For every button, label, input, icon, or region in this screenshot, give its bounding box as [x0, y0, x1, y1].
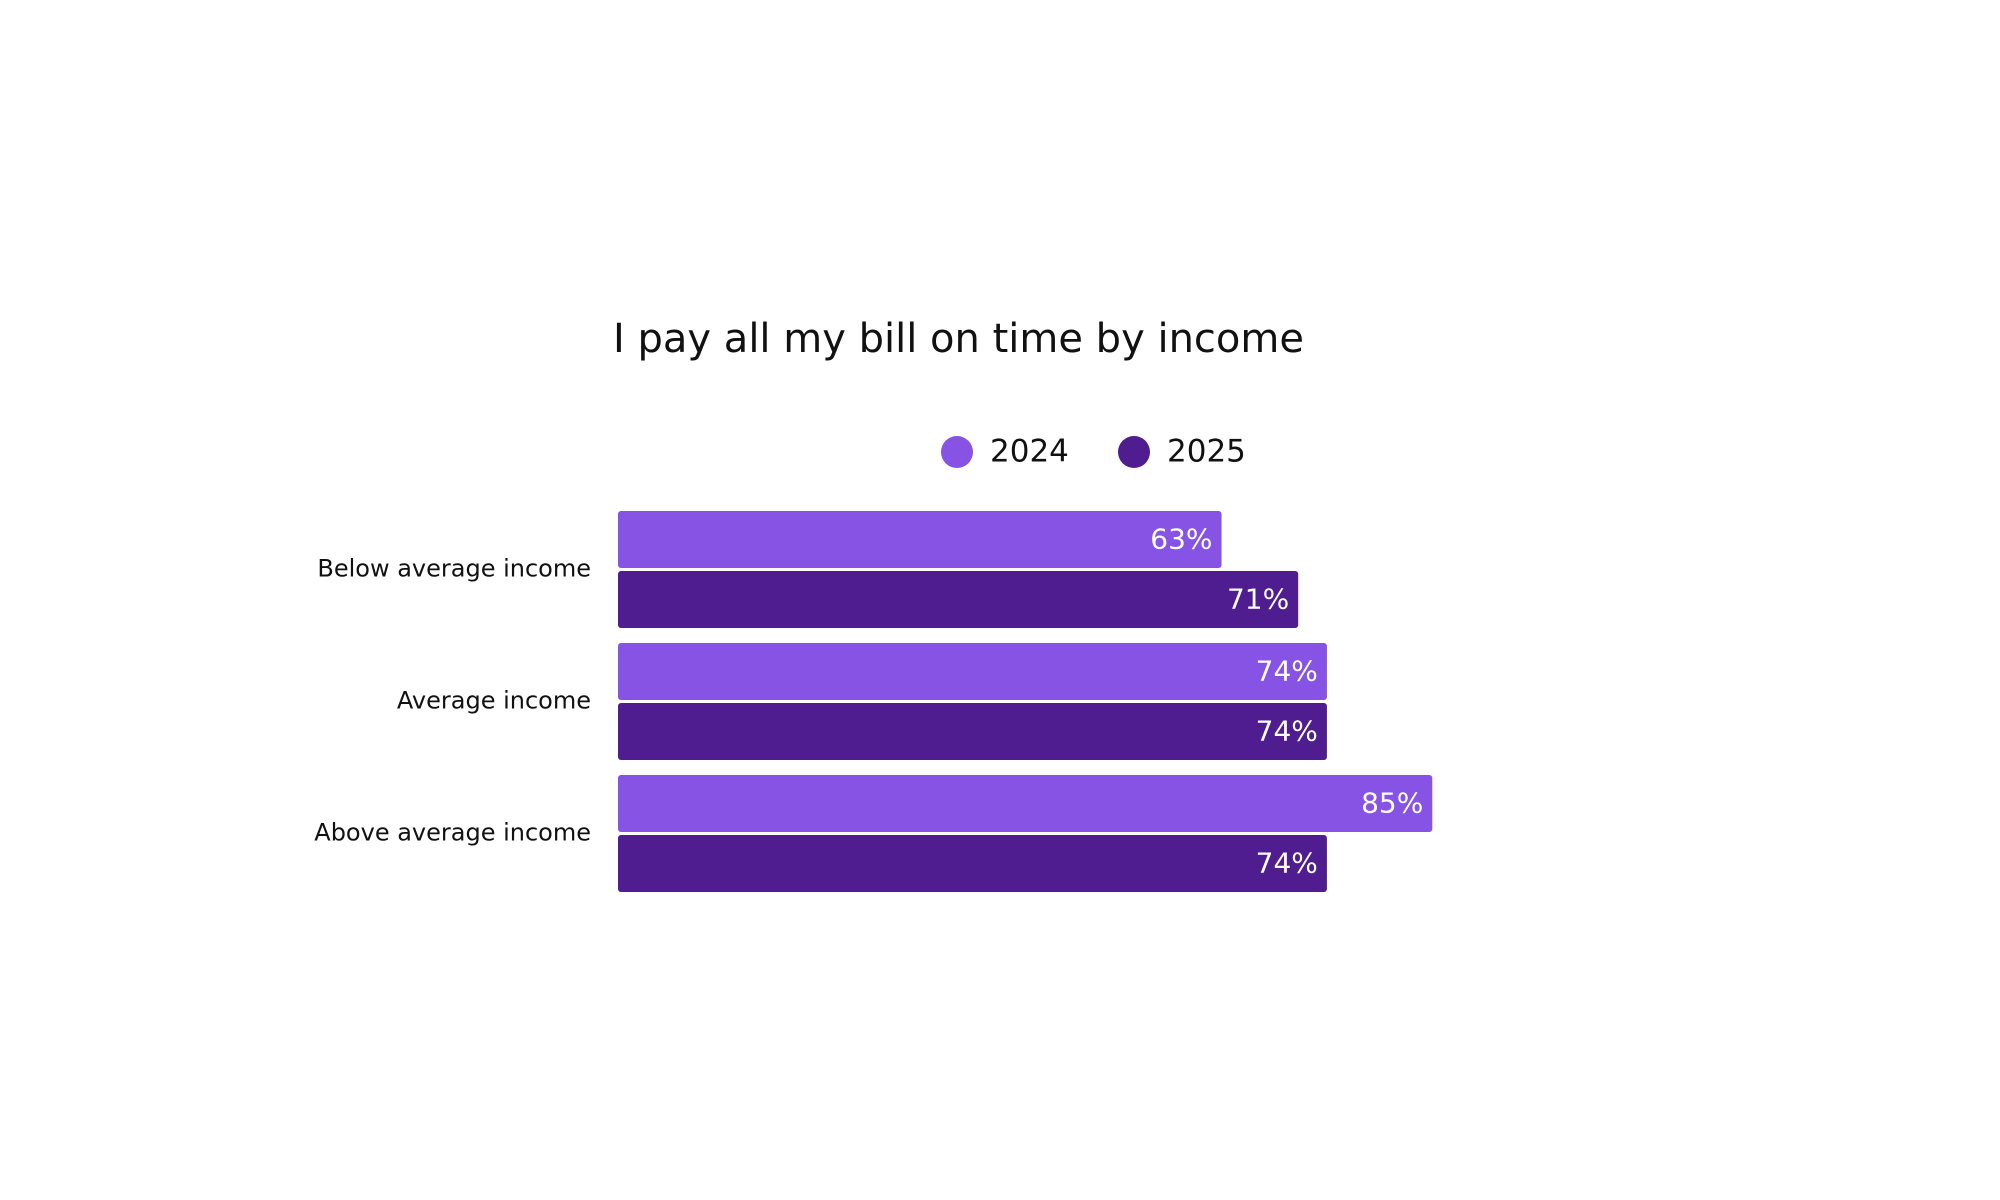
category-label: Above average income [314, 819, 591, 847]
legend-marker [941, 436, 973, 468]
legend-marker [1118, 436, 1150, 468]
value-label: 74% [1256, 715, 1318, 748]
category-label: Below average income [317, 555, 591, 583]
bar [618, 775, 1433, 832]
bar [618, 643, 1327, 700]
value-label: 74% [1256, 847, 1318, 880]
legend-label: 2025 [1167, 434, 1246, 470]
category-label: Average income [397, 687, 591, 715]
bar [618, 511, 1222, 568]
value-label: 85% [1361, 787, 1423, 820]
chart-title: I pay all my bill on time by income [613, 316, 1304, 362]
legend-label: 2024 [990, 434, 1069, 470]
bar [618, 835, 1327, 892]
value-label: 74% [1256, 655, 1318, 688]
bar [618, 571, 1299, 628]
bar [618, 703, 1327, 760]
value-label: 71% [1227, 583, 1289, 616]
value-label: 63% [1150, 523, 1212, 556]
